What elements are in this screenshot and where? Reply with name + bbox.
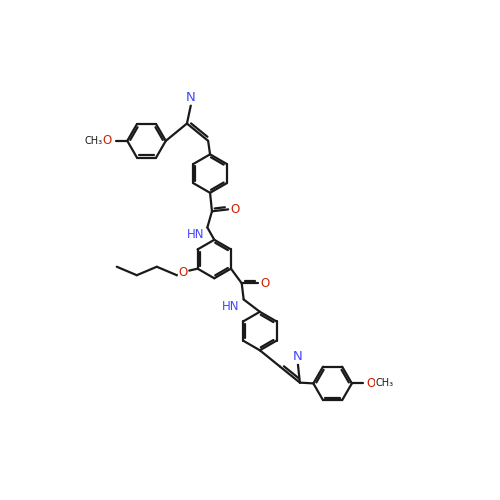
Text: O: O [230,203,239,216]
Text: N: N [293,350,303,363]
Text: N: N [186,91,196,104]
Text: HN: HN [222,300,240,313]
Text: O: O [366,377,376,390]
Text: CH₃: CH₃ [376,378,394,388]
Text: O: O [260,277,270,290]
Text: O: O [178,266,188,280]
Text: HN: HN [187,228,204,240]
Text: O: O [102,134,112,147]
Text: CH₃: CH₃ [84,136,102,146]
